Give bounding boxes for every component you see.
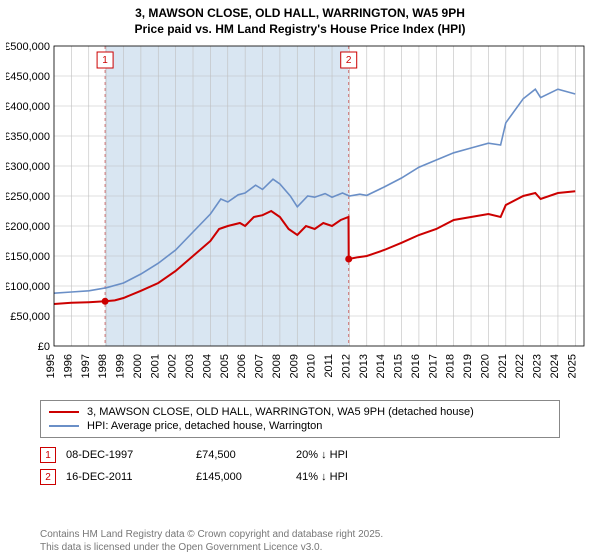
xtick-label: 2019 xyxy=(462,354,474,378)
xtick-label: 1996 xyxy=(62,354,74,378)
ytick-label: £350,000 xyxy=(6,131,50,143)
legend: 3, MAWSON CLOSE, OLD HALL, WARRINGTON, W… xyxy=(40,400,560,438)
marker-row: 1 08-DEC-1997 £74,500 20% ↓ HPI xyxy=(40,444,348,466)
xtick-label: 1999 xyxy=(115,354,127,378)
marker-price: £145,000 xyxy=(196,471,286,483)
title-line-1: 3, MAWSON CLOSE, OLD HALL, WARRINGTON, W… xyxy=(0,6,600,22)
marker-table: 1 08-DEC-1997 £74,500 20% ↓ HPI 2 16-DEC-2011… xyxy=(40,444,348,488)
marker-date: 08-DEC-1997 xyxy=(66,449,186,461)
sale-dot xyxy=(102,298,109,305)
xtick-label: 2022 xyxy=(514,354,526,378)
xtick-label: 2020 xyxy=(479,354,491,378)
xtick-label: 2004 xyxy=(201,354,213,378)
legend-swatch xyxy=(49,425,79,427)
legend-label: 3, MAWSON CLOSE, OLD HALL, WARRINGTON, W… xyxy=(87,406,474,418)
xtick-label: 2023 xyxy=(532,354,544,378)
ytick-label: £150,000 xyxy=(6,251,50,263)
xtick-label: 2015 xyxy=(393,354,405,378)
footer-attribution: Contains HM Land Registry data © Crown c… xyxy=(40,528,383,554)
xtick-label: 2017 xyxy=(427,354,439,378)
xtick-label: 2024 xyxy=(549,354,561,378)
ytick-label: £400,000 xyxy=(6,101,50,113)
xtick-label: 2003 xyxy=(184,354,196,378)
marker-date: 16-DEC-2011 xyxy=(66,471,186,483)
marker-num: 2 xyxy=(40,469,56,485)
xtick-label: 2012 xyxy=(340,354,352,378)
chart-title: 3, MAWSON CLOSE, OLD HALL, WARRINGTON, W… xyxy=(0,0,600,39)
ytick-label: £50,000 xyxy=(10,311,50,323)
chart-container: { "title_line1": "3, MAWSON CLOSE, OLD H… xyxy=(0,0,600,560)
xtick-label: 2011 xyxy=(323,354,335,378)
marker-delta: 41% ↓ HPI xyxy=(296,471,348,483)
xtick-label: 2007 xyxy=(254,354,266,378)
marker-price: £74,500 xyxy=(196,449,286,461)
xtick-label: 2021 xyxy=(497,354,509,378)
xtick-label: 2006 xyxy=(236,354,248,378)
xtick-label: 2000 xyxy=(132,354,144,378)
marker-row: 2 16-DEC-2011 £145,000 41% ↓ HPI xyxy=(40,466,348,488)
ytick-label: £250,000 xyxy=(6,191,50,203)
legend-row: 3, MAWSON CLOSE, OLD HALL, WARRINGTON, W… xyxy=(49,405,551,419)
legend-label: HPI: Average price, detached house, Warr… xyxy=(87,420,322,432)
ytick-label: £450,000 xyxy=(6,71,50,83)
legend-row: HPI: Average price, detached house, Warr… xyxy=(49,419,551,433)
sale-dot xyxy=(345,256,352,263)
ytick-label: £300,000 xyxy=(6,161,50,173)
xtick-label: 2010 xyxy=(306,354,318,378)
xtick-label: 2009 xyxy=(288,354,300,378)
title-line-2: Price paid vs. HM Land Registry's House … xyxy=(0,22,600,38)
xtick-label: 2008 xyxy=(271,354,283,378)
xtick-label: 2025 xyxy=(566,354,578,378)
marker-num: 1 xyxy=(40,447,56,463)
xtick-label: 1997 xyxy=(80,354,92,378)
xtick-label: 1995 xyxy=(45,354,57,378)
footer-line-2: This data is licensed under the Open Gov… xyxy=(40,541,383,554)
xtick-label: 2016 xyxy=(410,354,422,378)
xtick-label: 2013 xyxy=(358,354,370,378)
footer-line-1: Contains HM Land Registry data © Crown c… xyxy=(40,528,383,541)
ytick-label: £0 xyxy=(38,341,50,353)
xtick-label: 2018 xyxy=(445,354,457,378)
ytick-label: £100,000 xyxy=(6,281,50,293)
sale-marker-num: 1 xyxy=(102,55,108,66)
chart-plot: £0 £50,000 £100,000 £150,000 £200,000 £250,00… xyxy=(6,42,594,392)
xtick-label: 2001 xyxy=(149,354,161,378)
xtick-label: 2005 xyxy=(219,354,231,378)
sale-marker-num: 2 xyxy=(346,55,352,66)
xtick-label: 2002 xyxy=(167,354,179,378)
chart-svg: £0 £50,000 £100,000 £150,000 £200,000 £250,00… xyxy=(6,42,594,392)
ytick-label: £200,000 xyxy=(6,221,50,233)
xtick-label: 1998 xyxy=(97,354,109,378)
legend-swatch xyxy=(49,411,79,413)
ytick-label: £500,000 xyxy=(6,42,50,53)
xtick-label: 2014 xyxy=(375,354,387,378)
marker-delta: 20% ↓ HPI xyxy=(296,449,348,461)
